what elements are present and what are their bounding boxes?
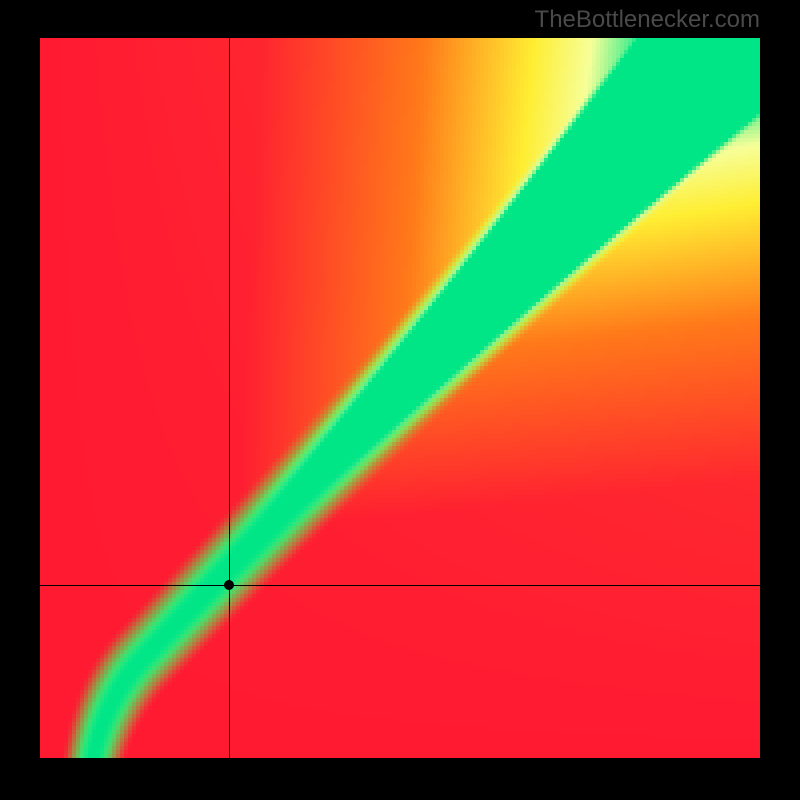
chart-stage: TheBottlenecker.com bbox=[0, 0, 800, 800]
crosshair-vertical bbox=[229, 38, 230, 758]
bottleneck-heatmap bbox=[40, 38, 760, 758]
watermark-text: TheBottlenecker.com bbox=[535, 6, 760, 34]
crosshair-horizontal bbox=[40, 585, 760, 586]
